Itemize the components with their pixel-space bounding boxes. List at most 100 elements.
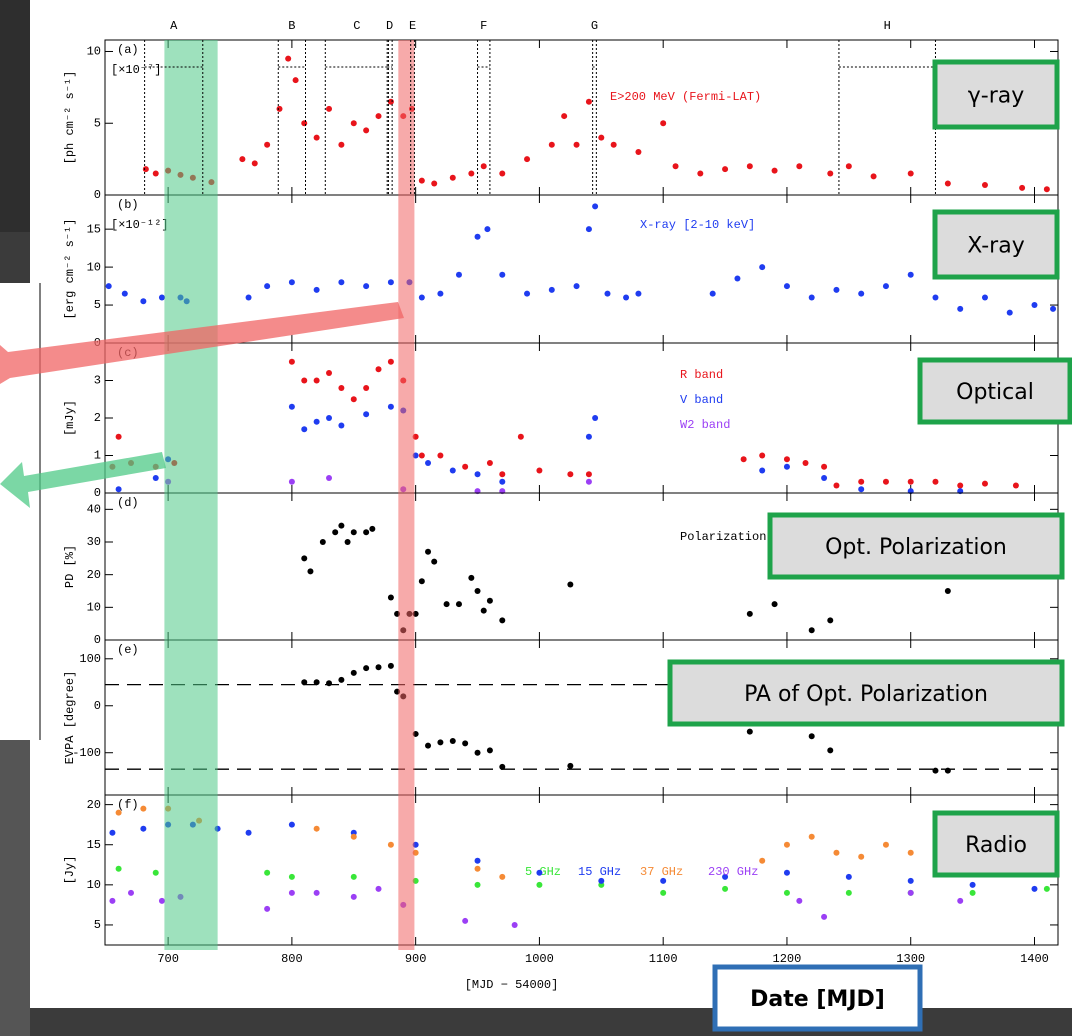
data-point [845, 163, 852, 170]
period-label: E [409, 19, 416, 33]
data-point [567, 471, 574, 478]
data-point [338, 522, 345, 529]
data-point [499, 873, 506, 880]
scale-note: [×10⁻⁷] [111, 63, 161, 77]
y-tick-label: 15 [87, 838, 101, 852]
data-point [152, 475, 159, 481]
data-point [536, 467, 543, 474]
data-point [264, 869, 271, 876]
data-point [592, 415, 599, 421]
data-point [313, 418, 320, 425]
period-label: H [884, 19, 891, 33]
data-point [1050, 305, 1057, 312]
data-point [882, 283, 889, 290]
data-point [480, 163, 487, 170]
data-point [115, 809, 122, 816]
scale-note: [×10⁻¹²] [111, 218, 169, 232]
data-point [338, 422, 345, 429]
data-point [907, 170, 914, 177]
legend-label: Polarization [680, 530, 766, 544]
y-tick-label: 0 [94, 633, 101, 647]
data-point [140, 825, 147, 832]
data-point [697, 170, 704, 177]
panel-label: (f) [117, 798, 139, 812]
data-point [363, 127, 370, 134]
data-point [474, 865, 481, 872]
callout-box [932, 810, 1060, 878]
data-point [821, 913, 828, 920]
data-point [548, 286, 555, 293]
data-point [484, 226, 491, 233]
data-point [524, 156, 531, 163]
data-point [319, 539, 326, 545]
callout-box [667, 659, 1065, 727]
data-point [858, 853, 865, 860]
data-point [140, 298, 147, 305]
data-point [802, 460, 809, 466]
callout-box [767, 512, 1065, 580]
y-tick-label: 5 [94, 298, 101, 312]
data-point [907, 877, 914, 884]
y-tick-label: -100 [72, 746, 101, 760]
data-point [833, 482, 840, 489]
data-point [363, 385, 370, 391]
data-point [462, 740, 469, 747]
x-tick-label: 1300 [896, 952, 925, 966]
data-point [350, 893, 357, 900]
legend-label: 5 GHz [525, 865, 561, 879]
data-point [288, 821, 295, 828]
data-point [326, 370, 333, 376]
y-tick-label: 1 [94, 449, 101, 463]
data-point [944, 588, 951, 594]
data-point [474, 588, 481, 594]
data-point [907, 849, 914, 856]
data-point [783, 283, 790, 290]
data-point [672, 163, 679, 170]
data-point [239, 156, 246, 163]
data-point [944, 767, 951, 774]
data-point [660, 120, 667, 127]
data-point [1006, 309, 1013, 316]
data-point [449, 174, 456, 181]
data-point [326, 105, 333, 112]
period-label: G [591, 19, 598, 33]
data-point [1031, 885, 1038, 892]
highlight-band [164, 40, 218, 950]
data-point [152, 170, 159, 177]
data-point [827, 747, 834, 754]
x-axis-label: [MJD − 54000] [465, 978, 559, 992]
data-point [387, 358, 394, 365]
callout-box [932, 59, 1060, 130]
data-point [115, 865, 122, 872]
data-point [142, 166, 149, 173]
data-point [746, 728, 753, 735]
data-point [585, 226, 592, 233]
y-tick-label: 100 [79, 652, 101, 666]
data-point [573, 283, 580, 290]
callout-box [712, 964, 923, 1032]
data-point [536, 881, 543, 888]
data-point [808, 294, 815, 301]
data-point [833, 286, 840, 293]
data-point [783, 456, 790, 463]
data-point [375, 885, 382, 892]
data-point [734, 275, 741, 282]
y-axis-label: [erg cm⁻² s⁻¹] [63, 219, 77, 320]
data-point [1019, 184, 1026, 191]
data-point [350, 669, 357, 676]
data-point [1043, 885, 1050, 892]
data-point [709, 290, 716, 297]
data-point [486, 747, 493, 754]
data-point [387, 403, 394, 410]
data-point [363, 529, 370, 536]
data-point [264, 141, 271, 148]
data-point [474, 749, 481, 756]
data-point [418, 578, 425, 585]
highlight-band [398, 40, 415, 950]
data-point [301, 679, 308, 686]
y-tick-label: 15 [87, 222, 101, 236]
data-point [585, 98, 592, 105]
data-point [882, 478, 889, 485]
data-point [981, 294, 988, 301]
